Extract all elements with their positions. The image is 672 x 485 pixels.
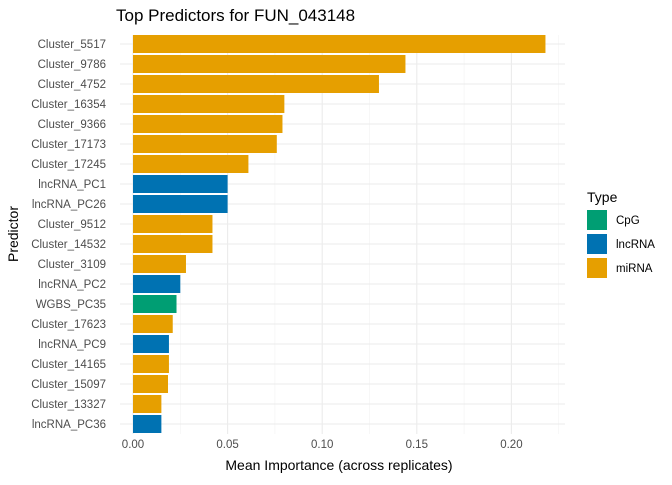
y-tick-labels: Cluster_5517 Cluster_9786 Cluster_4752 Clus… xyxy=(31,39,106,431)
legend-swatch-lncRNA xyxy=(587,234,607,254)
bar-WGBS_PC35 xyxy=(133,295,177,313)
y-tick-label: Cluster_13327 xyxy=(31,399,106,411)
legend-title: Type xyxy=(587,189,618,205)
legend-label: CpG xyxy=(616,215,640,227)
x-tick-label: 0.15 xyxy=(406,439,428,451)
legend-swatch-miRNA xyxy=(587,258,607,278)
grid xyxy=(120,35,565,434)
bar-lncRNA_PC26 xyxy=(133,195,228,213)
y-axis-title: Predictor xyxy=(5,206,21,262)
legend-label: miRNA xyxy=(616,263,653,275)
y-tick-label: Cluster_9366 xyxy=(38,119,106,131)
y-tick-label: Cluster_5517 xyxy=(38,39,106,51)
bar-Cluster_15097 xyxy=(133,375,169,393)
x-tick-label: 0.05 xyxy=(216,439,238,451)
bar-Cluster_4752 xyxy=(133,75,379,93)
legend: Type CpG lncRNA miRNA xyxy=(587,189,655,278)
bar-Cluster_17623 xyxy=(133,315,173,333)
bar-Cluster_9786 xyxy=(133,55,406,73)
bars xyxy=(133,35,546,433)
y-tick-label: Cluster_17173 xyxy=(31,139,106,151)
y-tick-label: Cluster_16354 xyxy=(31,99,106,111)
bar-Cluster_13327 xyxy=(133,395,162,413)
bar-Cluster_17173 xyxy=(133,135,277,153)
bar-Cluster_14532 xyxy=(133,235,213,253)
bar-Cluster_3109 xyxy=(133,255,186,273)
legend-label: lncRNA xyxy=(616,239,655,251)
bar-Cluster_14165 xyxy=(133,355,169,373)
y-tick-label: lncRNA_PC2 xyxy=(38,279,106,291)
y-tick-label: Cluster_17623 xyxy=(31,319,106,331)
y-tick-label: Cluster_9512 xyxy=(38,219,106,231)
y-tick-label: lncRNA_PC1 xyxy=(38,179,106,191)
y-tick-label: WGBS_PC35 xyxy=(36,299,106,311)
x-tick-label: 0.20 xyxy=(500,439,522,451)
chart-title: Top Predictors for FUN_043148 xyxy=(116,6,355,25)
bar-Cluster_17245 xyxy=(133,155,249,173)
y-tick-label: Cluster_3109 xyxy=(38,259,106,271)
x-tick-label: 0.00 xyxy=(122,439,144,451)
y-tick-label: lncRNA_PC26 xyxy=(32,199,106,211)
bar-Cluster_9366 xyxy=(133,115,283,133)
y-tick-label: lncRNA_PC36 xyxy=(32,419,106,431)
legend-swatch-CpG xyxy=(587,210,607,230)
x-axis-title: Mean Importance (across replicates) xyxy=(225,457,452,473)
bar-lncRNA_PC36 xyxy=(133,415,162,433)
y-tick-label: Cluster_15097 xyxy=(31,379,106,391)
x-tick-label: 0.10 xyxy=(311,439,333,451)
bar-Cluster_5517 xyxy=(133,35,546,53)
y-tick-label: Cluster_14165 xyxy=(31,359,106,371)
y-tick-label: Cluster_4752 xyxy=(38,79,106,91)
y-tick-label: Cluster_17245 xyxy=(31,159,106,171)
x-tick-labels: 0.00 0.05 0.10 0.15 0.20 xyxy=(122,439,523,451)
bar-Cluster_9512 xyxy=(133,215,213,233)
bar-lncRNA_PC2 xyxy=(133,275,181,293)
bar-Cluster_16354 xyxy=(133,95,285,113)
y-tick-label: Cluster_9786 xyxy=(38,59,106,71)
y-tick-label: lncRNA_PC9 xyxy=(38,339,106,351)
bar-lncRNA_PC1 xyxy=(133,175,228,193)
y-tick-label: Cluster_14532 xyxy=(31,239,106,251)
bar-lncRNA_PC9 xyxy=(133,335,169,353)
